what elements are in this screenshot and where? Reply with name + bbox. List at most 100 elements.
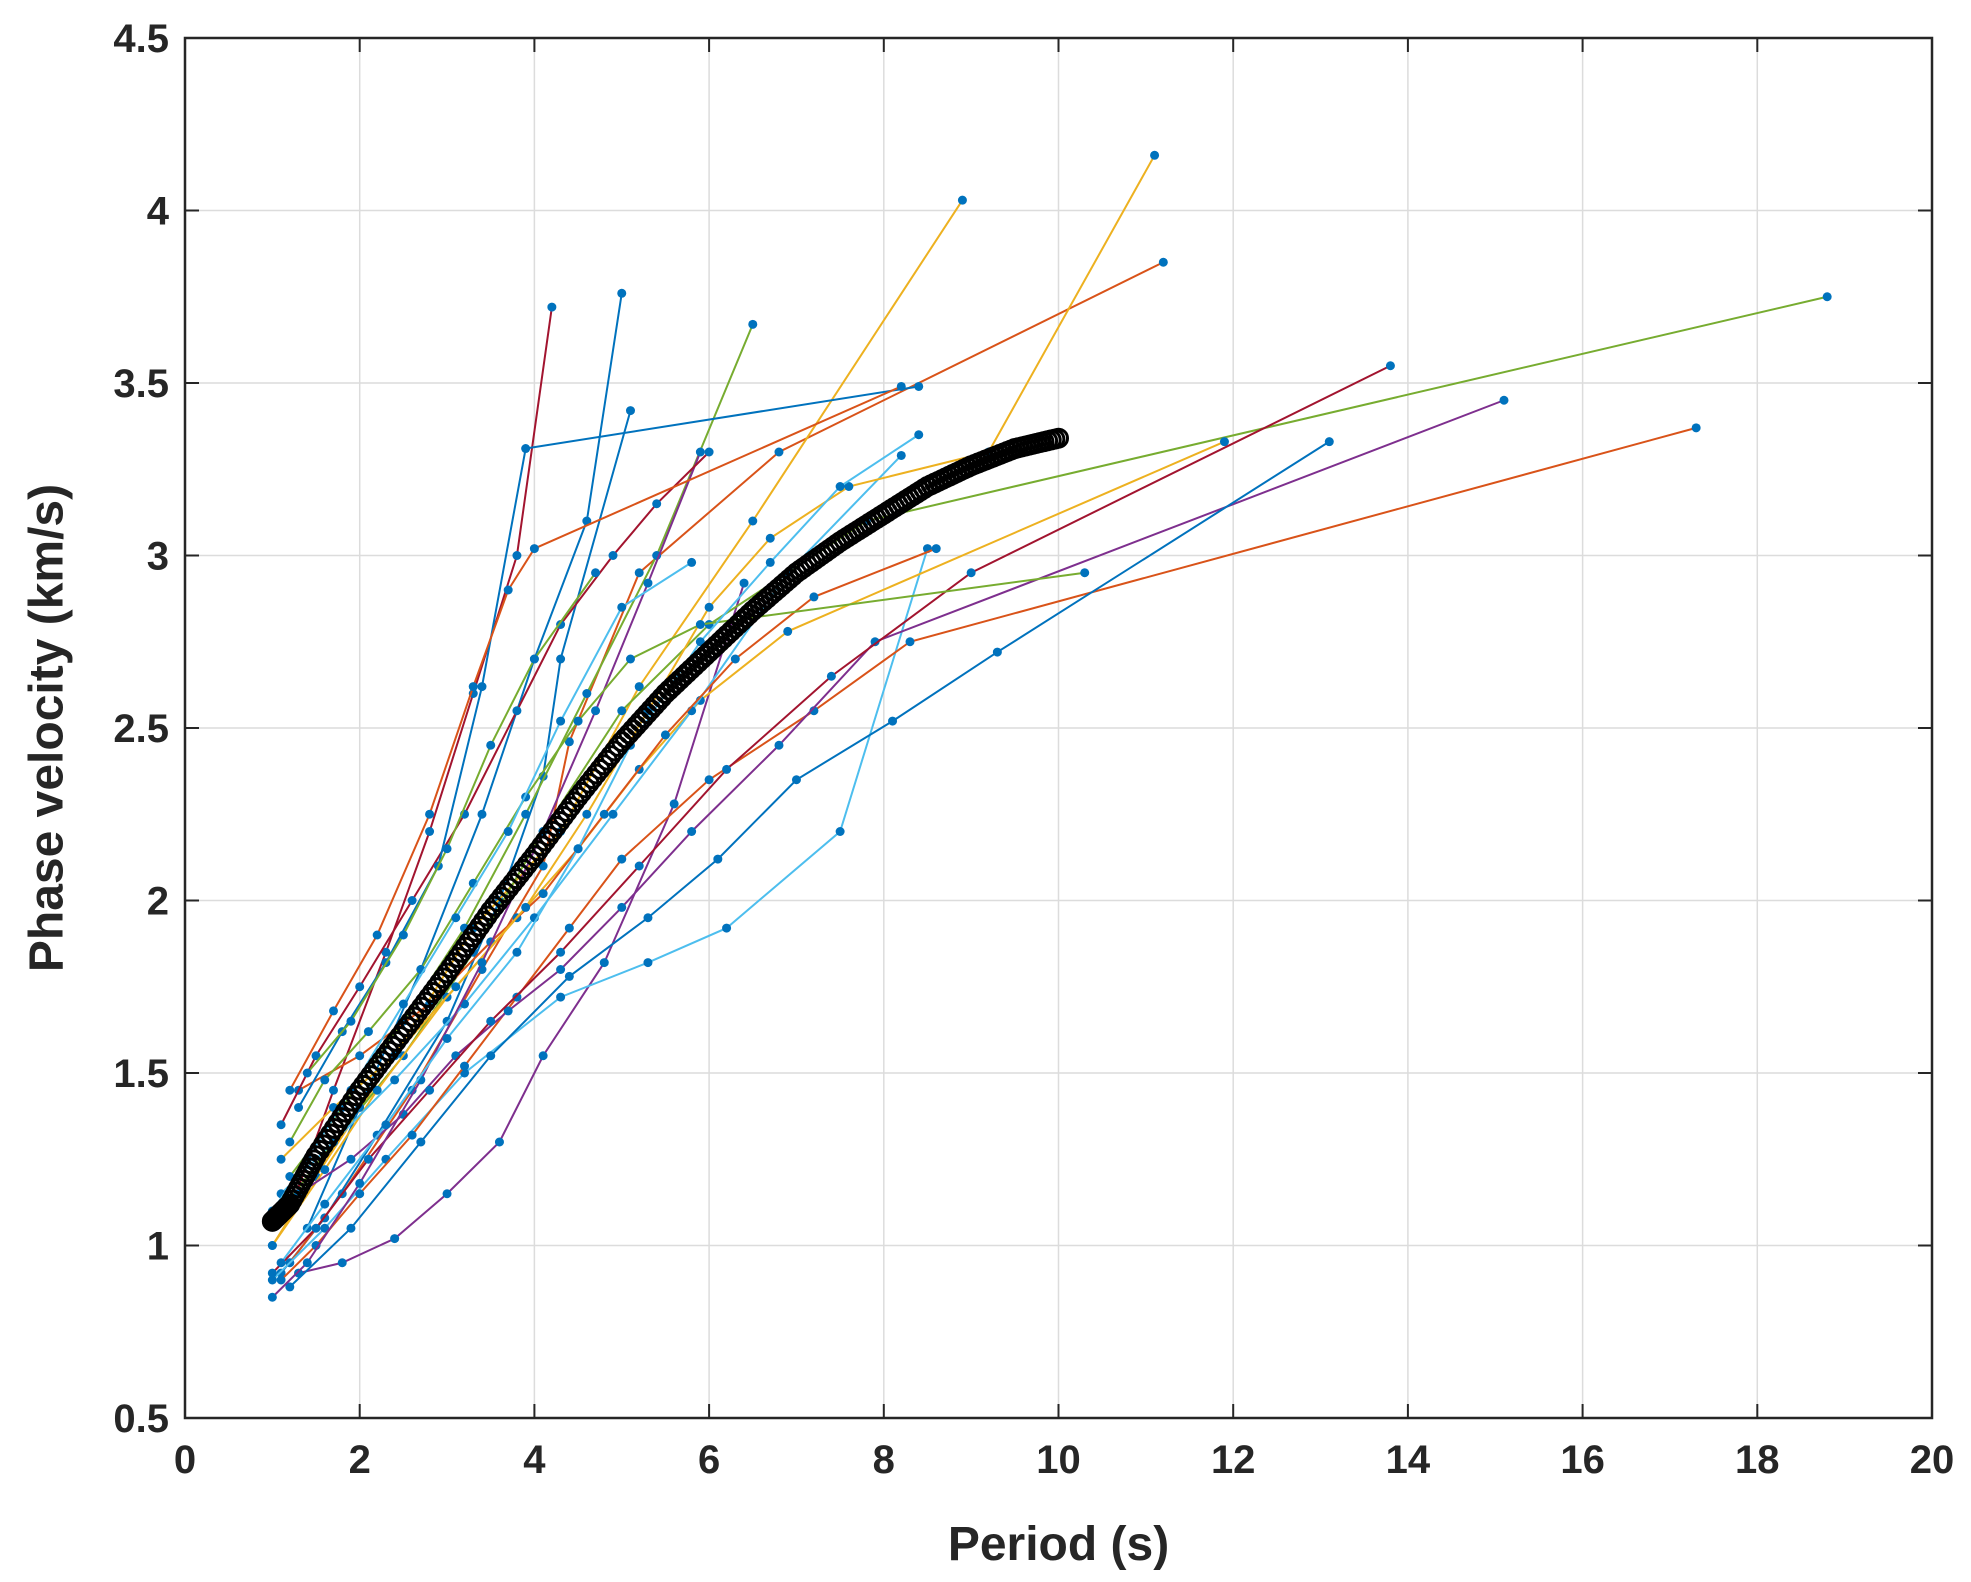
data-point — [512, 947, 522, 957]
data-point — [381, 1120, 391, 1130]
data-point — [372, 930, 382, 940]
y-tick-label: 1.5 — [113, 1052, 169, 1096]
data-point — [634, 682, 644, 692]
data-point — [355, 1189, 365, 1199]
data-point — [826, 671, 836, 681]
data-point — [722, 764, 732, 774]
data-point — [660, 730, 670, 740]
data-point — [276, 1268, 286, 1278]
data-point — [914, 381, 924, 391]
data-point — [1822, 292, 1832, 302]
x-tick-label: 10 — [1036, 1438, 1081, 1482]
data-point — [687, 557, 697, 567]
data-point — [748, 319, 758, 329]
data-point — [582, 689, 592, 698]
data-point — [494, 1137, 504, 1147]
data-point — [503, 585, 513, 595]
data-point — [451, 982, 461, 992]
series-s23 — [285, 381, 906, 1095]
y-axis-label: Phase velocity (km/s) — [21, 484, 74, 972]
series-line — [280, 451, 710, 1126]
data-point — [503, 827, 513, 836]
data-point — [320, 1075, 330, 1085]
data-point — [346, 1016, 356, 1026]
data-point — [591, 706, 601, 716]
data-point — [529, 544, 539, 554]
data-point — [652, 499, 662, 509]
data-point — [730, 654, 740, 664]
data-point — [774, 447, 784, 457]
data-point — [468, 682, 478, 692]
data-point — [704, 447, 714, 457]
data-point — [564, 923, 574, 933]
y-tick-label: 3.5 — [113, 362, 169, 406]
data-point — [617, 706, 627, 716]
data-point — [634, 568, 644, 578]
data-point — [346, 1154, 356, 1164]
y-tick-label: 4.5 — [113, 17, 169, 61]
x-tick-label: 20 — [1910, 1438, 1955, 1482]
data-point — [608, 551, 618, 560]
series-s20 — [276, 430, 924, 1268]
series-line — [280, 426, 1697, 1281]
data-point — [547, 302, 557, 312]
data-point — [363, 1154, 373, 1164]
data-point — [896, 450, 906, 460]
x-tick-label: 0 — [174, 1438, 196, 1482]
data-point — [425, 809, 435, 819]
reference-point — [1048, 427, 1069, 449]
data-point — [791, 775, 801, 785]
data-point — [425, 1085, 435, 1095]
data-point — [460, 1061, 470, 1071]
data-point — [442, 1189, 452, 1199]
y-tick-label: 1 — [147, 1225, 169, 1269]
data-point — [302, 1068, 312, 1078]
data-point — [957, 195, 967, 205]
data-point — [870, 637, 880, 647]
data-point — [617, 902, 627, 912]
data-point — [556, 947, 566, 957]
data-point — [695, 447, 705, 457]
data-point — [695, 620, 705, 629]
data-point — [285, 1085, 295, 1095]
data-point — [573, 844, 583, 854]
data-point — [328, 1006, 338, 1016]
data-point — [643, 578, 653, 588]
data-point — [267, 1241, 277, 1250]
data-point — [512, 706, 522, 716]
x-tick-label: 18 — [1735, 1438, 1780, 1482]
data-point — [363, 1027, 373, 1037]
x-tick-label: 8 — [873, 1438, 895, 1482]
y-tick-label: 2.5 — [113, 707, 169, 751]
data-point — [311, 1051, 321, 1061]
data-point — [809, 706, 819, 716]
series-line — [288, 385, 902, 1091]
data-point — [617, 288, 627, 298]
data-point — [643, 958, 653, 968]
data-point — [460, 1068, 470, 1078]
y-tick-label: 0.5 — [113, 1397, 169, 1441]
data-point — [477, 958, 487, 968]
data-point — [529, 654, 539, 664]
data-point — [390, 1234, 400, 1244]
data-point — [599, 958, 609, 968]
data-point — [599, 809, 609, 819]
y-tick-label: 2 — [147, 880, 169, 924]
data-point — [625, 654, 635, 664]
data-point — [765, 557, 775, 567]
ticks: 0 2 4 6 8 10 12 14 16 18 20 0.5 1 1.5 2 2.5 3 3.5 4 4.5 — [113, 17, 1954, 1482]
data-point — [320, 1165, 330, 1175]
data-point — [809, 592, 819, 602]
data-point — [1080, 568, 1090, 578]
data-point — [765, 533, 775, 543]
data-point — [477, 809, 487, 819]
data-point — [556, 716, 566, 726]
data-point — [617, 854, 627, 864]
data-point — [835, 827, 845, 836]
data-point — [634, 861, 644, 871]
data-point — [372, 1085, 382, 1095]
data-point — [844, 482, 854, 491]
data-point — [556, 654, 566, 664]
data-point — [556, 992, 566, 1002]
